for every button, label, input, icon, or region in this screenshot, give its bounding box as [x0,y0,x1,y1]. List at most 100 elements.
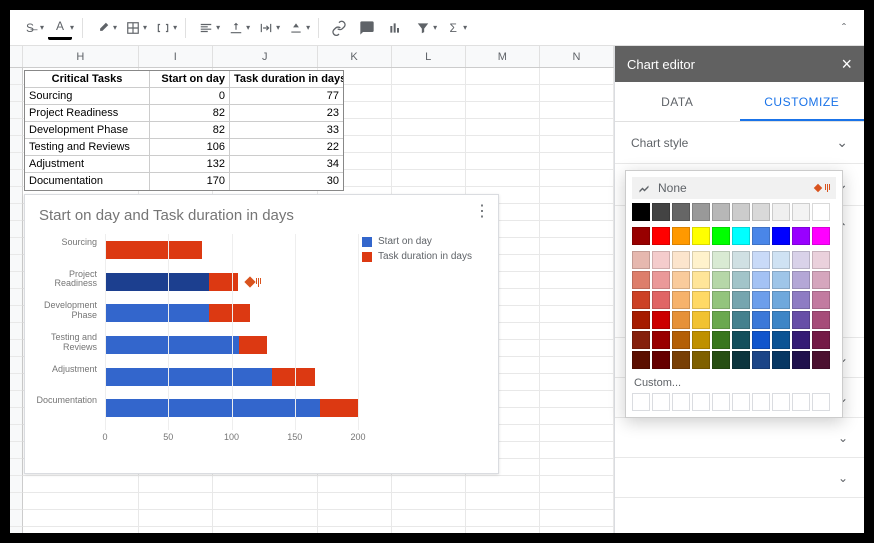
palette-custom-slot[interactable] [772,393,790,411]
palette-swatch[interactable] [652,251,670,269]
palette-swatch[interactable] [632,331,650,349]
data-table[interactable]: Critical Tasks Start on day Task duratio… [24,70,344,191]
palette-swatch[interactable] [672,227,690,245]
palette-swatch[interactable] [752,311,770,329]
palette-swatch[interactable] [812,271,830,289]
rotate-button[interactable]: ▾ [284,16,310,40]
palette-custom-slot[interactable] [692,393,710,411]
palette-swatch[interactable] [672,331,690,349]
comment-button[interactable] [355,16,379,40]
section-chart-style[interactable]: Chart style⌄ [615,122,864,164]
palette-swatch[interactable] [752,291,770,309]
palette-swatch[interactable] [672,251,690,269]
collapsed-section[interactable]: ⌄ [615,418,864,458]
palette-swatch[interactable] [752,227,770,245]
merge-button[interactable]: ▾ [151,16,177,40]
palette-swatch[interactable] [712,251,730,269]
palette-custom-slot[interactable] [792,393,810,411]
table-cell[interactable]: 34 [230,156,343,173]
palette-swatch[interactable] [812,331,830,349]
palette-swatch[interactable] [732,291,750,309]
palette-swatch[interactable] [672,311,690,329]
tab-data[interactable]: DATA [615,82,740,121]
palette-swatch[interactable] [772,251,790,269]
palette-swatch[interactable] [712,351,730,369]
functions-button[interactable]: Σ▾ [441,16,467,40]
palette-custom-button[interactable]: Custom... [632,375,836,393]
palette-swatch[interactable] [652,331,670,349]
palette-swatch[interactable] [812,291,830,309]
palette-swatch[interactable] [792,311,810,329]
palette-swatch[interactable] [632,203,650,221]
borders-button[interactable]: ▾ [121,16,147,40]
palette-swatch[interactable] [792,351,810,369]
table-cell[interactable]: 0 [150,88,230,105]
palette-swatch[interactable] [652,291,670,309]
palette-custom-slot[interactable] [712,393,730,411]
palette-swatch[interactable] [712,331,730,349]
palette-custom-slot[interactable] [632,393,650,411]
palette-swatch[interactable] [712,227,730,245]
palette-swatch[interactable] [672,351,690,369]
table-cell[interactable]: 106 [150,139,230,156]
palette-swatch[interactable] [732,251,750,269]
palette-swatch[interactable] [752,351,770,369]
table-cell[interactable]: 132 [150,156,230,173]
palette-swatch[interactable] [632,311,650,329]
palette-swatch[interactable] [772,291,790,309]
palette-swatch[interactable] [812,203,830,221]
palette-swatch[interactable] [732,331,750,349]
palette-swatch[interactable] [672,271,690,289]
palette-swatch[interactable] [692,331,710,349]
palette-swatch[interactable] [712,311,730,329]
palette-swatch[interactable] [792,203,810,221]
palette-swatch[interactable] [692,227,710,245]
palette-custom-slot[interactable] [812,393,830,411]
palette-swatch[interactable] [692,291,710,309]
text-color-button[interactable]: A▾ [48,16,74,40]
palette-swatch[interactable] [772,351,790,369]
palette-swatch[interactable] [692,203,710,221]
palette-swatch[interactable] [652,271,670,289]
palette-swatch[interactable] [732,203,750,221]
palette-swatch[interactable] [652,351,670,369]
palette-swatch[interactable] [812,227,830,245]
palette-swatch[interactable] [712,203,730,221]
palette-swatch[interactable] [632,251,650,269]
palette-swatch[interactable] [772,271,790,289]
palette-swatch[interactable] [732,311,750,329]
palette-custom-slot[interactable] [752,393,770,411]
link-button[interactable] [327,16,351,40]
table-cell[interactable]: Testing and Reviews [25,139,150,156]
tab-customize[interactable]: CUSTOMIZE [740,82,865,121]
palette-swatch[interactable] [752,203,770,221]
table-cell[interactable]: Documentation [25,173,150,190]
palette-swatch[interactable] [632,271,650,289]
palette-swatch[interactable] [752,331,770,349]
palette-swatch[interactable] [732,227,750,245]
spreadsheet-area[interactable]: H I J K L M N Critical Tasks Start on da… [10,46,614,533]
palette-swatch[interactable] [692,251,710,269]
palette-swatch[interactable] [652,227,670,245]
palette-swatch[interactable] [692,311,710,329]
table-cell[interactable]: 30 [230,173,343,190]
table-cell[interactable]: Project Readiness [25,105,150,122]
palette-swatch[interactable] [632,291,650,309]
wrap-button[interactable]: ▾ [254,16,280,40]
chart-plot[interactable]: 050100150200 SourcingProject ReadinessDe… [35,230,362,450]
palette-swatch[interactable] [792,227,810,245]
collapsed-section[interactable]: ⌄ [615,458,864,498]
palette-swatch[interactable] [812,351,830,369]
palette-swatch[interactable] [652,311,670,329]
palette-swatch[interactable] [792,271,810,289]
table-cell[interactable]: Development Phase [25,122,150,139]
table-cell[interactable]: 33 [230,122,343,139]
chart-menu-icon[interactable]: ⋮ [474,201,490,221]
table-cell[interactable]: 22 [230,139,343,156]
palette-swatch[interactable] [632,351,650,369]
palette-swatch[interactable] [752,271,770,289]
palette-swatch[interactable] [732,351,750,369]
palette-swatch[interactable] [692,271,710,289]
close-icon[interactable]: × [841,54,852,75]
palette-custom-slot[interactable] [672,393,690,411]
